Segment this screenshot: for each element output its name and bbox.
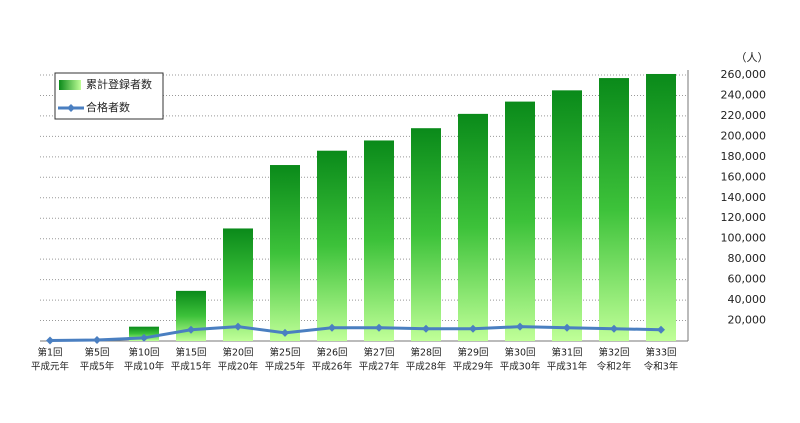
- x-tick-label: 平成28年: [406, 361, 447, 373]
- bar: [223, 228, 253, 341]
- y-tick-label: 120,000: [721, 211, 767, 224]
- x-tick-label: 第31回: [551, 347, 582, 359]
- x-tick-label: 令和3年: [644, 361, 679, 373]
- bar: [317, 150, 347, 341]
- x-tick-label: 平成29年: [453, 361, 494, 373]
- legend-swatch: [59, 80, 81, 90]
- bar: [599, 78, 629, 342]
- x-tick-label: 平成26年: [312, 361, 353, 373]
- x-tick-label: 第15回: [175, 347, 206, 359]
- legend-marker: [67, 104, 75, 112]
- y-tick-label: 80,000: [728, 252, 767, 265]
- line-marker: [422, 324, 430, 333]
- bar: [458, 113, 488, 341]
- bar: [411, 128, 441, 341]
- y-tick-label: 160,000: [721, 170, 767, 183]
- line-marker: [657, 325, 665, 334]
- bar: [270, 165, 300, 341]
- x-tick-label: 平成30年: [500, 361, 541, 373]
- line-marker: [281, 328, 289, 337]
- y-tick-label: 240,000: [721, 88, 767, 101]
- line-marker: [93, 335, 101, 344]
- x-tick-label: 第25回: [269, 347, 300, 359]
- line-marker: [469, 324, 477, 333]
- bar: [646, 73, 676, 341]
- x-tick-label: 第33回: [645, 347, 676, 359]
- x-tick-label: 第27回: [363, 347, 394, 359]
- x-tick-label: 平成5年: [80, 361, 115, 373]
- unit-label: （人）: [736, 51, 769, 64]
- x-tick-label: 第29回: [457, 347, 488, 359]
- line-marker: [328, 323, 336, 332]
- legend-label: 合格者数: [86, 100, 130, 114]
- y-tick-label: 180,000: [721, 150, 767, 163]
- x-tick-label: 第26回: [316, 347, 347, 359]
- y-tick-label: 100,000: [721, 232, 767, 245]
- y-tick-label: 200,000: [721, 129, 767, 142]
- x-tick-label: 第30回: [504, 347, 535, 359]
- x-tick-label: 平成31年: [547, 361, 588, 373]
- bar: [364, 140, 394, 341]
- bar: [552, 90, 582, 341]
- y-tick-label: 20,000: [728, 314, 767, 327]
- y-tick-label: 140,000: [721, 191, 767, 204]
- x-tick-label: 平成27年: [359, 361, 400, 373]
- x-tick-label: 令和2年: [597, 361, 632, 373]
- y-tick-label: 60,000: [728, 273, 767, 286]
- x-tick-label: 第20回: [222, 347, 253, 359]
- line: [49, 325, 662, 342]
- bar: [505, 101, 535, 341]
- y-tick-label: 220,000: [721, 109, 767, 122]
- line-marker: [516, 322, 524, 331]
- y-tick-label: 40,000: [728, 293, 767, 306]
- x-tick-label: 第32回: [598, 347, 629, 359]
- line-marker: [234, 322, 242, 331]
- y-tick-label: 260,000: [721, 68, 767, 81]
- legend-label: 累計登録者数: [86, 77, 152, 91]
- x-tick-label: 第5回: [84, 347, 109, 359]
- line-marker: [46, 336, 54, 345]
- line-marker: [187, 325, 195, 334]
- x-tick-label: 平成15年: [171, 361, 212, 373]
- x-tick-label: 平成元年: [31, 361, 70, 373]
- x-tick-label: 第28回: [410, 347, 441, 359]
- x-tick-label: 平成20年: [218, 361, 259, 373]
- x-tick-label: 第1回: [37, 347, 62, 359]
- x-tick-label: 平成25年: [265, 361, 306, 373]
- line-marker: [140, 333, 148, 342]
- line-marker: [375, 323, 383, 332]
- line-marker: [563, 323, 571, 332]
- x-tick-label: 第10回: [128, 347, 159, 359]
- x-tick-label: 平成10年: [124, 361, 165, 373]
- line-marker: [610, 324, 618, 333]
